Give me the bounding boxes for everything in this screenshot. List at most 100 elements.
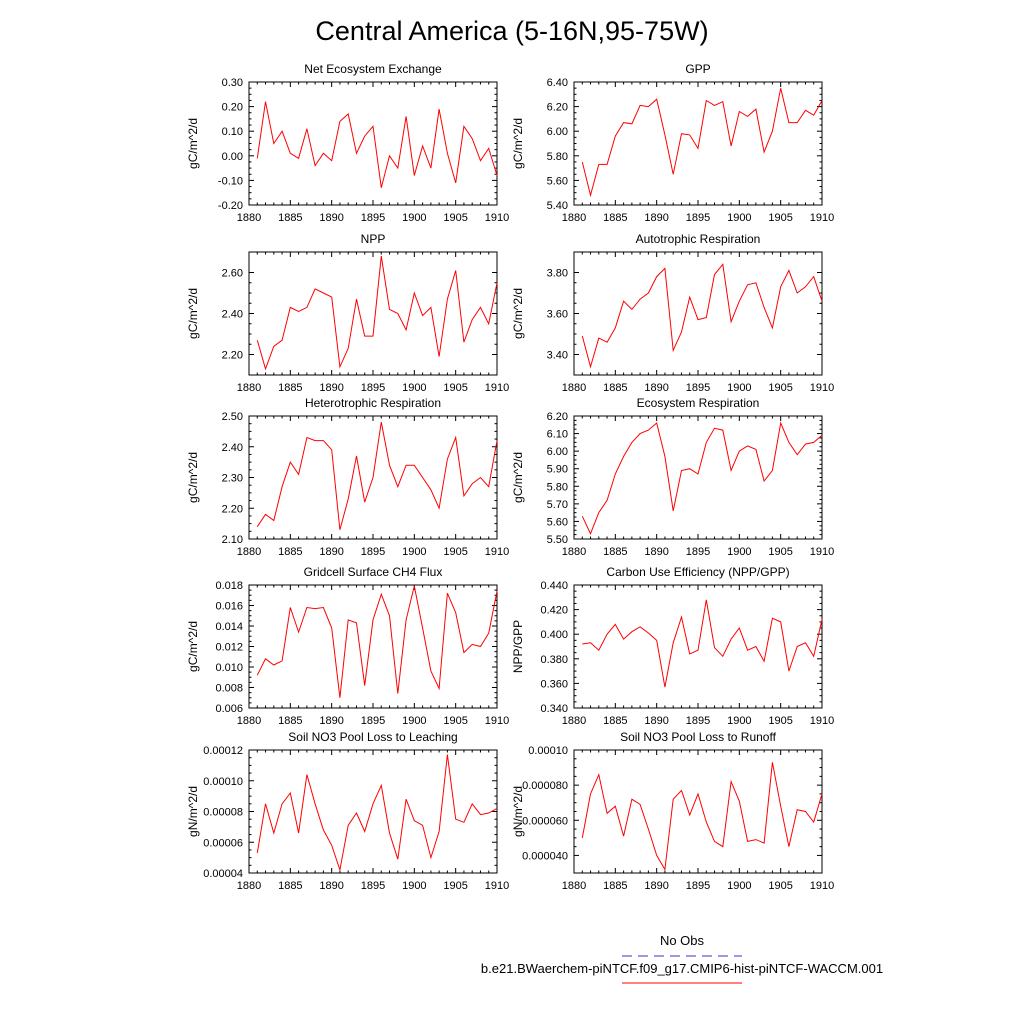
y-tick-label: 3.80 <box>547 268 568 280</box>
y-tick-label: 5.80 <box>547 151 568 163</box>
x-tick-label: 1890 <box>319 546 343 558</box>
x-tick-label: 1890 <box>644 212 668 224</box>
x-tick-label: 1900 <box>402 880 426 892</box>
x-tick-label: 1900 <box>727 715 751 727</box>
x-tick-label: 1900 <box>402 546 426 558</box>
panel-5: Ecosystem Respiration gC/m^2/d 1880 1885 189… <box>511 396 834 558</box>
y-tick-label: 0.010 <box>215 662 243 674</box>
panel-title: Soil NO3 Pool Loss to Runoff <box>620 730 777 744</box>
y-tick-label: 0.000060 <box>522 815 568 827</box>
panel-1: GPP gC/m^2/d 1880 1885 1890 1895 1900 1905 1910 5… <box>511 62 834 224</box>
y-tick-label: 6.00 <box>547 446 568 458</box>
x-tick-label: 1890 <box>644 715 668 727</box>
x-tick-label: 1895 <box>686 382 710 394</box>
series-line <box>256 101 498 188</box>
y-tick-label: 0.30 <box>222 77 243 89</box>
x-tick-label: 1890 <box>644 880 668 892</box>
x-tick-label: 1885 <box>278 212 302 224</box>
y-axis-label: gC/m^2/d <box>186 621 200 672</box>
y-tick-label: 0.00 <box>222 151 243 163</box>
panel-3: Autotrophic Respiration gC/m^2/d 1880 1885 1… <box>511 232 834 394</box>
y-tick-label: 2.20 <box>222 350 243 362</box>
y-tick-label: 3.60 <box>547 309 568 321</box>
y-tick-label: 0.000080 <box>522 780 568 792</box>
y-tick-label: 6.40 <box>547 77 568 89</box>
y-tick-label: 5.60 <box>547 516 568 528</box>
plot-frame <box>248 584 498 709</box>
y-tick-label: 0.360 <box>540 678 568 690</box>
y-tick-label: 0.20 <box>222 102 243 114</box>
x-tick-label: 1905 <box>443 382 467 394</box>
x-tick-label: 1890 <box>319 715 343 727</box>
x-tick-label: 1895 <box>686 715 710 727</box>
x-tick-label: 1910 <box>485 212 509 224</box>
x-tick-label: 1880 <box>562 546 586 558</box>
y-tick-label: 0.006 <box>215 703 243 715</box>
plot-frame <box>573 749 823 874</box>
y-axis-label: gC/m^2/d <box>186 288 200 339</box>
plot-frame <box>248 251 498 376</box>
y-tick-label: 2.60 <box>222 268 243 280</box>
x-tick-label: 1885 <box>603 382 627 394</box>
x-tick-label: 1910 <box>810 715 834 727</box>
y-axis-label: gC/m^2/d <box>186 452 200 503</box>
x-tick-label: 1880 <box>562 880 586 892</box>
x-tick-label: 1910 <box>485 546 509 558</box>
y-tick-label: 6.20 <box>547 102 568 114</box>
x-tick-label: 1880 <box>237 880 261 892</box>
series-line <box>256 256 498 371</box>
y-tick-label: 0.420 <box>540 605 568 617</box>
y-tick-label: 2.20 <box>222 503 243 515</box>
x-tick-label: 1900 <box>727 546 751 558</box>
x-tick-label: 1905 <box>768 880 792 892</box>
panel-title: Ecosystem Respiration <box>637 396 760 410</box>
x-tick-label: 1880 <box>562 382 586 394</box>
x-tick-label: 1885 <box>278 546 302 558</box>
y-tick-label: 0.000040 <box>522 850 568 862</box>
x-tick-label: 1880 <box>562 715 586 727</box>
plot-frame <box>248 749 498 874</box>
x-tick-label: 1885 <box>603 715 627 727</box>
x-tick-label: 1900 <box>402 715 426 727</box>
x-tick-label: 1900 <box>727 880 751 892</box>
x-tick-label: 1905 <box>443 880 467 892</box>
x-tick-label: 1885 <box>278 880 302 892</box>
x-tick-label: 1885 <box>603 880 627 892</box>
y-tick-label: 0.340 <box>540 703 568 715</box>
x-tick-label: 1880 <box>237 382 261 394</box>
series-line <box>581 263 823 369</box>
x-tick-label: 1900 <box>727 212 751 224</box>
legend-obs-label: No Obs <box>660 933 705 948</box>
y-tick-label: 3.40 <box>547 350 568 362</box>
series-line <box>581 762 823 872</box>
x-tick-label: 1905 <box>768 212 792 224</box>
y-tick-label: 0.00010 <box>528 745 568 757</box>
x-tick-label: 1905 <box>443 715 467 727</box>
x-tick-label: 1905 <box>443 546 467 558</box>
x-tick-label: 1880 <box>237 546 261 558</box>
x-tick-label: 1910 <box>810 546 834 558</box>
y-tick-label: 0.10 <box>222 126 243 138</box>
y-axis-label: gC/m^2/d <box>186 118 200 169</box>
y-tick-label: 0.00010 <box>203 776 243 788</box>
x-tick-label: 1905 <box>443 212 467 224</box>
x-tick-label: 1910 <box>810 880 834 892</box>
panel-title: GPP <box>685 62 710 76</box>
y-axis-label: gN/m^2/d <box>511 786 525 837</box>
series-line <box>581 88 823 198</box>
plot-frame <box>573 251 823 376</box>
panel-4: Heterotrophic Respiration gC/m^2/d 1880 188… <box>186 396 509 558</box>
y-tick-label: 0.00008 <box>203 807 243 819</box>
x-tick-label: 1890 <box>319 880 343 892</box>
y-axis-label: NPP/GPP <box>511 620 525 673</box>
y-tick-label: 5.80 <box>547 481 568 493</box>
y-axis-label: gC/m^2/d <box>511 288 525 339</box>
series-line <box>256 585 498 698</box>
y-tick-label: 0.380 <box>540 654 568 666</box>
x-tick-label: 1895 <box>686 880 710 892</box>
y-tick-label: 5.70 <box>547 499 568 511</box>
x-tick-label: 1905 <box>768 715 792 727</box>
y-tick-label: 5.50 <box>547 534 568 546</box>
panel-title: Net Ecosystem Exchange <box>304 62 442 76</box>
